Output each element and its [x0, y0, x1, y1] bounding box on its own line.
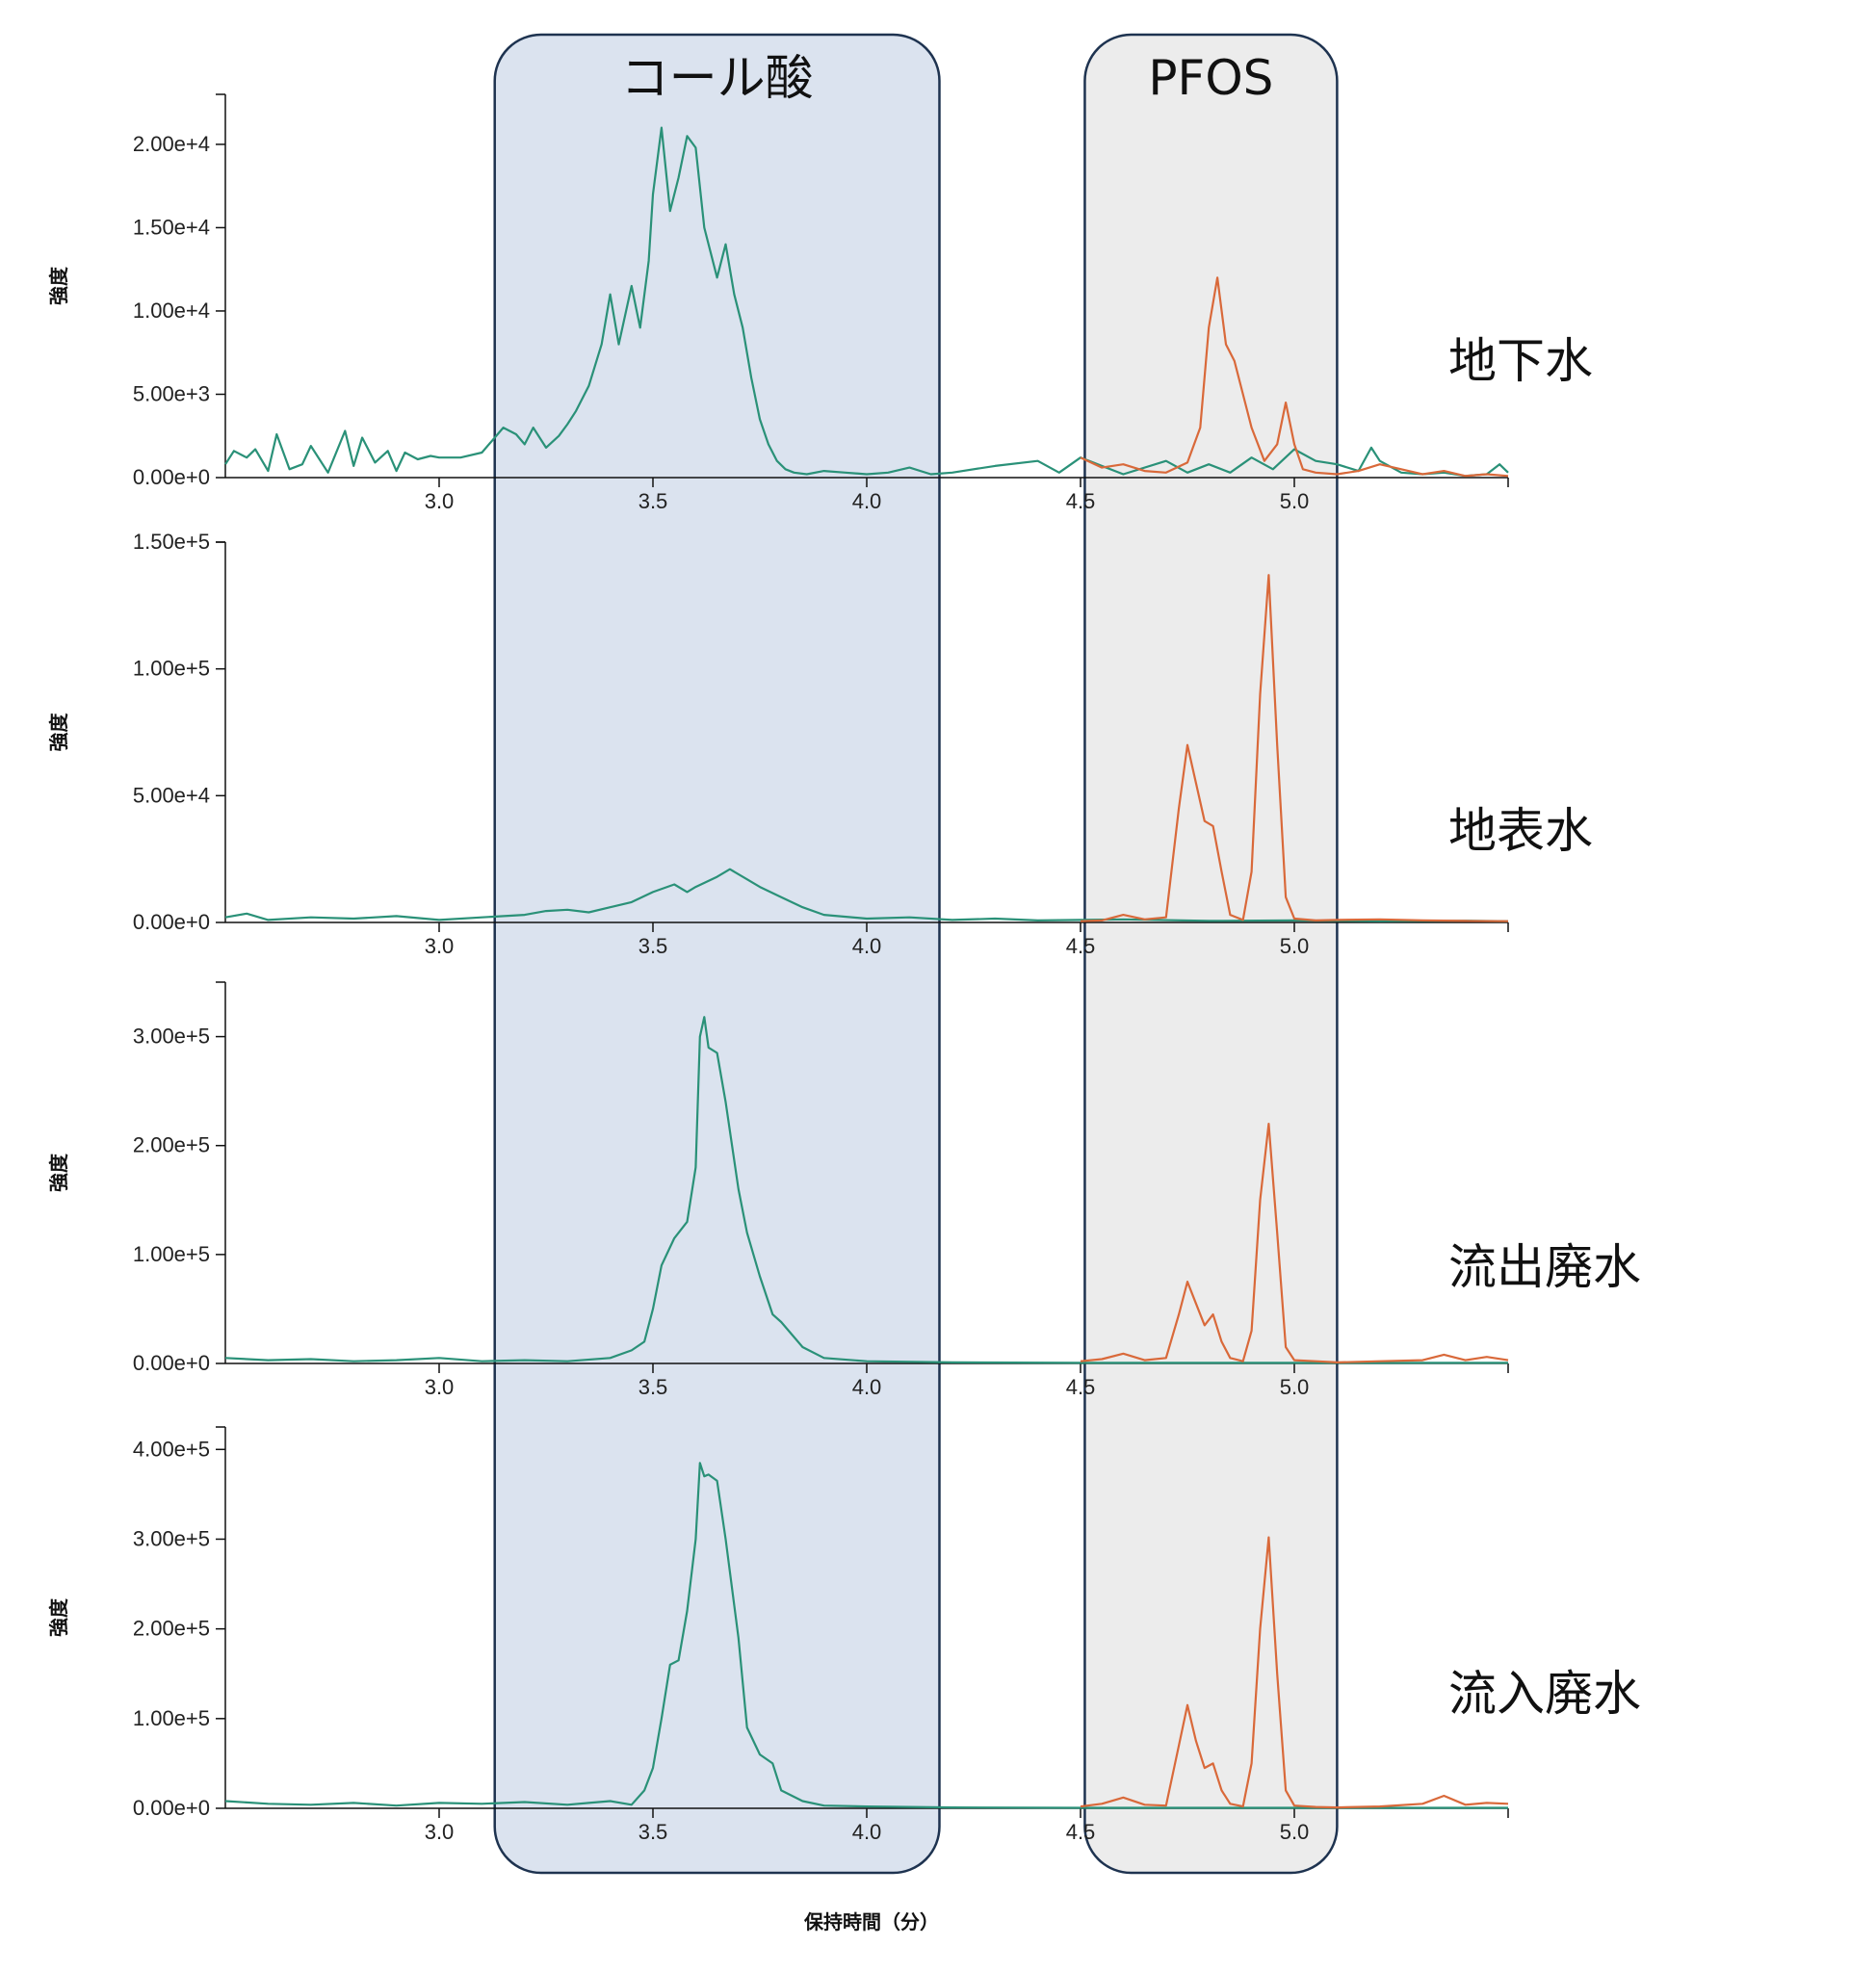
- cholic-acid-trace: [224, 868, 1509, 922]
- x-axis-label: 保持時間（分）: [803, 1910, 939, 1933]
- y-tick-label: 3.00e+5: [133, 1526, 210, 1550]
- x-tick-label: 3.0: [425, 934, 455, 958]
- y-tick-label: 0.00e+0: [133, 910, 210, 934]
- y-tick-label: 0.00e+0: [133, 1796, 210, 1820]
- y-tick-label: 1.00e+5: [133, 1706, 210, 1730]
- y-tick-label: 1.00e+5: [133, 657, 210, 681]
- x-tick-label: 4.5: [1066, 934, 1096, 958]
- sample-label: 流入廃水: [1448, 1666, 1641, 1722]
- cholic-acid-trace: [224, 1462, 1508, 1809]
- y-tick-label: 0.00e+0: [133, 465, 210, 489]
- y-tick-label: 4.00e+5: [133, 1437, 210, 1461]
- pfos-region-label: PFOS: [1148, 50, 1273, 106]
- x-tick-label: 3.5: [638, 1375, 668, 1399]
- x-tick-label: 3.0: [425, 489, 455, 513]
- y-axis-label: 強度: [47, 1153, 70, 1192]
- x-tick-label: 3.5: [638, 1820, 668, 1844]
- region-labels: コール酸 PFOS: [621, 50, 1274, 106]
- y-tick-label: 2.00e+5: [133, 1617, 210, 1641]
- cholic-acid-region: [493, 33, 941, 1875]
- y-axis-label: 強度: [47, 713, 70, 752]
- y-tick-label: 1.50e+4: [133, 215, 210, 239]
- y-tick-label: 3.00e+5: [133, 1025, 210, 1049]
- x-tick-label: 4.5: [1066, 1820, 1096, 1844]
- y-tick-label: 1.00e+4: [133, 298, 210, 323]
- pfos-trace: [1080, 1536, 1509, 1809]
- y-tick-label: 5.00e+3: [133, 381, 210, 405]
- x-tick-label: 3.0: [425, 1375, 455, 1399]
- x-tick-label: 4.0: [852, 1375, 882, 1399]
- chart-panel: 0.00e+0 1.00e+5 2.00e+5 3.00e+5 3.0 3.5 4.0 4.5…: [47, 981, 1641, 1399]
- pfos-trace: [1080, 1122, 1509, 1364]
- x-tick-label: 5.0: [1280, 1375, 1310, 1399]
- x-tick-label: 4.0: [852, 1820, 882, 1844]
- highlight-regions: [493, 33, 1339, 1875]
- y-tick-label: 2.00e+5: [133, 1133, 210, 1157]
- y-tick-label: 2.00e+4: [133, 132, 210, 156]
- pfos-trace: [1080, 574, 1509, 922]
- y-axis-label: 強度: [47, 1597, 70, 1637]
- pfos-region: [1083, 33, 1339, 1875]
- x-tick-label: 5.0: [1280, 489, 1310, 513]
- y-tick-label: 1.50e+5: [133, 530, 210, 554]
- chart-panel: 0.00e+0 5.00e+4 1.00e+5 1.50e+5 3.0 3.5 4.0 4.5…: [47, 530, 1593, 958]
- x-tick-label: 4.0: [852, 934, 882, 958]
- y-tick-label: 1.00e+5: [133, 1242, 210, 1266]
- cholic-acid-trace: [224, 1016, 1508, 1364]
- x-tick-label: 5.0: [1280, 1820, 1310, 1844]
- x-tick-label: 3.5: [638, 489, 668, 513]
- x-tick-label: 4.5: [1066, 489, 1096, 513]
- pfos-trace: [1080, 276, 1509, 478]
- chart-panel: 0.00e+0 1.00e+5 2.00e+5 3.00e+5 4.00e+5 3.0 3.…: [47, 1426, 1641, 1844]
- chart-panels: 0.00e+0 5.00e+3 1.00e+4 1.50e+4 2.00e+4 3.0 3.…: [47, 93, 1641, 1844]
- y-tick-label: 5.00e+4: [133, 783, 210, 807]
- sample-label: 流出廃水: [1448, 1239, 1641, 1295]
- x-tick-label: 4.5: [1066, 1375, 1096, 1399]
- y-axis-label: 強度: [47, 266, 70, 305]
- chart-panel: 0.00e+0 5.00e+3 1.00e+4 1.50e+4 2.00e+4 3.0 3.…: [47, 93, 1593, 513]
- x-tick-label: 4.0: [852, 489, 882, 513]
- sample-label: 地下水: [1448, 333, 1593, 389]
- cholic-acid-trace: [224, 126, 1509, 478]
- sample-label: 地表水: [1448, 803, 1593, 859]
- x-tick-label: 3.0: [425, 1820, 455, 1844]
- cholic-acid-region-label: コール酸: [621, 50, 814, 106]
- x-tick-label: 3.5: [638, 934, 668, 958]
- x-tick-label: 5.0: [1280, 934, 1310, 958]
- y-tick-label: 0.00e+0: [133, 1351, 210, 1375]
